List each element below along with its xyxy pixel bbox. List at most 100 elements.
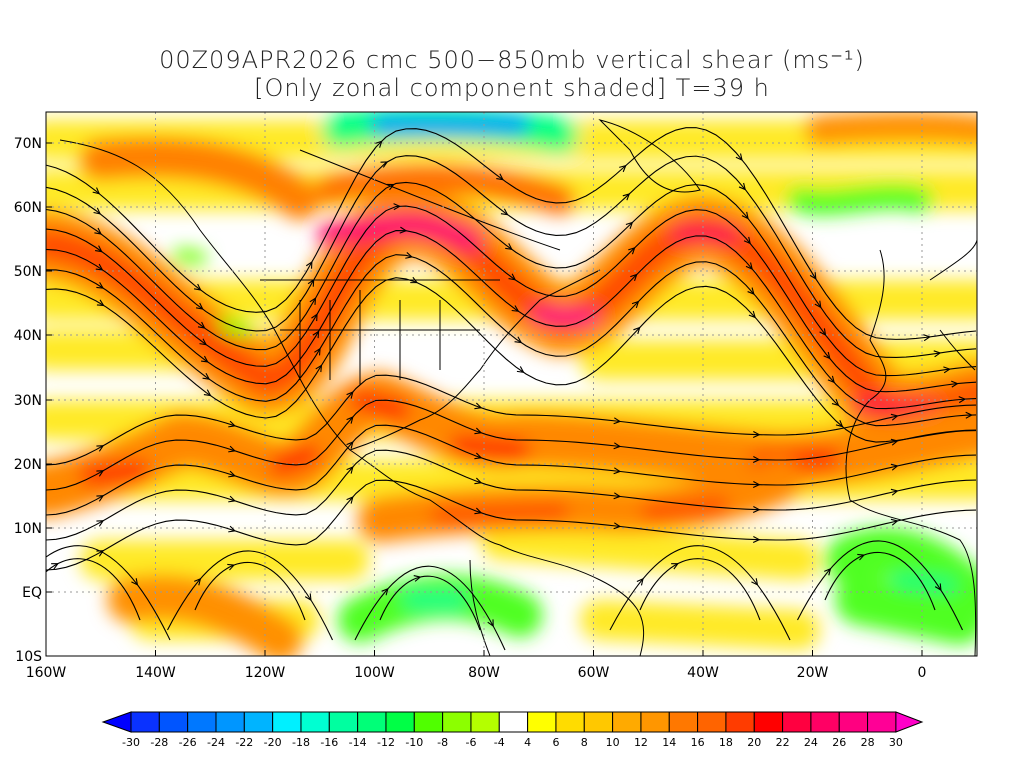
lon-tick-label: 0 xyxy=(918,665,927,681)
streamline-arrow-icon xyxy=(346,416,354,424)
streamline-arrow-icon xyxy=(631,300,640,309)
colorbar-swatch xyxy=(753,711,784,733)
colorbar-swatch xyxy=(867,711,897,733)
colorbar-swatch xyxy=(583,711,614,733)
streamline-arrow-icon xyxy=(752,506,761,514)
streamline-arrow-icon xyxy=(311,313,318,322)
streamline-arrow-icon xyxy=(819,328,827,336)
streamline-arrow-icon xyxy=(745,262,753,270)
colorbar-label: -28 xyxy=(150,736,168,749)
lon-tick-label: 120W xyxy=(245,665,286,681)
lon-tick-label: 100W xyxy=(354,665,395,681)
lat-tick-label: 50N xyxy=(14,264,42,280)
streamline-arrow-icon xyxy=(228,445,237,453)
lon-tick-label: 80W xyxy=(468,665,500,681)
colorbar-swatch xyxy=(555,711,585,733)
streamline-arrow-icon xyxy=(934,583,942,592)
streamline-arrow-icon xyxy=(890,438,899,446)
streamline-arrow-icon xyxy=(741,211,749,220)
streamline-arrow-icon xyxy=(201,355,209,363)
streamline-arrow-icon xyxy=(738,182,747,191)
colorbar-label: -6 xyxy=(465,736,476,749)
streamline-arrow-icon xyxy=(613,442,622,450)
streamline-arrow-icon xyxy=(228,470,237,478)
lon-tick-label: 140W xyxy=(135,665,176,681)
colorbar-label: -24 xyxy=(207,736,225,749)
colorbar-swatch xyxy=(130,711,160,733)
streamline-arrow-icon xyxy=(511,305,520,312)
colorbar-label: 14 xyxy=(662,736,676,749)
colorbar-swatch xyxy=(357,711,387,733)
streamline-arrow-icon xyxy=(131,578,139,586)
lat-tick-label: 10S xyxy=(15,649,42,665)
colorbar-label: -18 xyxy=(292,736,310,749)
streamline-arrow-icon xyxy=(636,577,644,586)
colorbar-label: 10 xyxy=(606,736,620,749)
streamline-arrow-icon xyxy=(630,273,638,282)
streamline-arrow-icon xyxy=(96,445,105,452)
streamline-arrow-icon xyxy=(96,520,105,527)
figure-title-line1: 00Z09APR2026 cmc 500−850mb vertical shea… xyxy=(159,46,865,74)
streamline-arrow-icon xyxy=(228,525,237,533)
streamline-arrow-icon xyxy=(305,260,313,269)
streamline-arrow-icon xyxy=(474,427,483,435)
streamline xyxy=(609,545,791,641)
lat-tick-label: 20N xyxy=(14,457,42,473)
streamline-arrow-icon xyxy=(393,203,401,211)
streamline-arrow-icon xyxy=(857,553,866,561)
streamline-arrow-icon xyxy=(96,550,105,557)
streamline-arrow-icon xyxy=(309,297,317,305)
streamline xyxy=(46,558,141,621)
streamline-arrow-icon xyxy=(307,278,315,287)
streamline-arrow-icon xyxy=(202,372,211,380)
streamline xyxy=(46,374,977,466)
streamline-arrow-icon xyxy=(613,492,622,500)
streamline-arrow-icon xyxy=(92,187,101,195)
streamline-arrow-icon xyxy=(835,420,844,428)
streamline xyxy=(46,230,977,410)
colorbar-label: 26 xyxy=(832,736,846,749)
streamline-arrow-icon xyxy=(619,164,627,173)
colorbar-swatch xyxy=(413,711,444,733)
colorbar-label: 4 xyxy=(524,736,531,749)
streamline-arrow-icon xyxy=(304,593,312,602)
colorbar-label: -8 xyxy=(437,736,448,749)
lon-tick-label: 160W xyxy=(26,665,67,681)
streamline xyxy=(639,558,761,621)
streamline-arrow-icon xyxy=(625,221,634,229)
streamline xyxy=(379,575,481,631)
colorbar-swatch xyxy=(527,711,557,733)
streamline xyxy=(46,479,977,571)
colorbar-label: -22 xyxy=(235,736,253,749)
streamline-arrow-icon xyxy=(93,207,102,215)
colorbar-swatch xyxy=(442,711,472,733)
streamline-arrow-icon xyxy=(474,477,483,485)
streamline-arrow-icon xyxy=(809,272,817,280)
colorbar-swatch xyxy=(668,711,699,733)
colorbar-swatch xyxy=(810,711,840,733)
streamline-arrow-icon xyxy=(824,567,832,576)
colorbar-low-arrow xyxy=(101,711,132,733)
lat-tick-label: EQ xyxy=(22,585,42,601)
streamline xyxy=(46,277,977,443)
streamline-arrow-icon xyxy=(312,330,320,339)
streamline-arrow-icon xyxy=(228,495,237,503)
colorbar-swatch xyxy=(612,711,642,733)
streamline-arrow-icon xyxy=(514,336,523,344)
streamline-arrow-icon xyxy=(831,398,840,407)
streamline-arrow-icon xyxy=(194,577,202,586)
colorbar-label: -12 xyxy=(377,736,395,749)
streamline-arrow-icon xyxy=(346,466,354,474)
streamline-arrow-icon xyxy=(965,411,973,419)
streamline-arrow-icon xyxy=(827,375,835,384)
lat-tick-label: 40N xyxy=(14,328,42,344)
colorbar-swatch xyxy=(838,711,869,733)
streamline-arrow-icon xyxy=(943,366,951,374)
streamlines xyxy=(46,127,977,651)
streamline-arrow-icon xyxy=(199,338,208,346)
longitude-axis: 160W 140W 120W 100W 80W 60W 40W 20W 0 xyxy=(26,650,927,681)
colorbar-label: 18 xyxy=(719,736,733,749)
streamline xyxy=(46,205,977,393)
streamline-arrow-icon xyxy=(386,183,395,191)
